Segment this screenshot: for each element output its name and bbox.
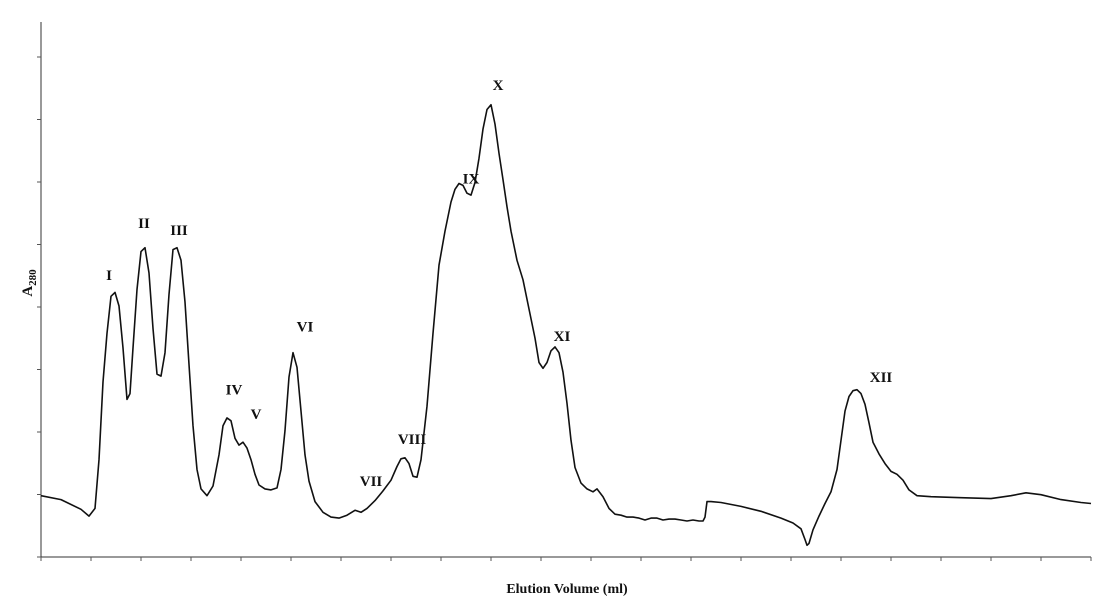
peak-label-i: I <box>106 268 112 284</box>
peak-label-viii: VIII <box>398 432 427 448</box>
x-ticks <box>40 557 1092 561</box>
absorbance-trace <box>40 103 1092 547</box>
y-axis-title-subscript: 280 <box>27 269 39 286</box>
peak-label-v: V <box>251 407 262 423</box>
peak-label-ix: IX <box>463 171 480 187</box>
peak-label-vii: VII <box>360 474 383 490</box>
peak-label-xii: XII <box>870 370 893 386</box>
peak-label-xi: XI <box>554 329 571 345</box>
peak-label-iii: III <box>170 223 188 239</box>
x-axis-title: Elution Volume (ml) <box>506 582 628 597</box>
peak-label-vi: VI <box>297 319 314 335</box>
axes <box>40 22 1091 558</box>
peak-label-ii: II <box>138 216 150 232</box>
peak-label-iv: IV <box>226 383 243 399</box>
peak-label-x: X <box>493 78 504 94</box>
y-ticks <box>37 56 41 558</box>
y-axis-title-main: A <box>20 286 36 297</box>
y-axis-title: A280 <box>20 269 39 297</box>
